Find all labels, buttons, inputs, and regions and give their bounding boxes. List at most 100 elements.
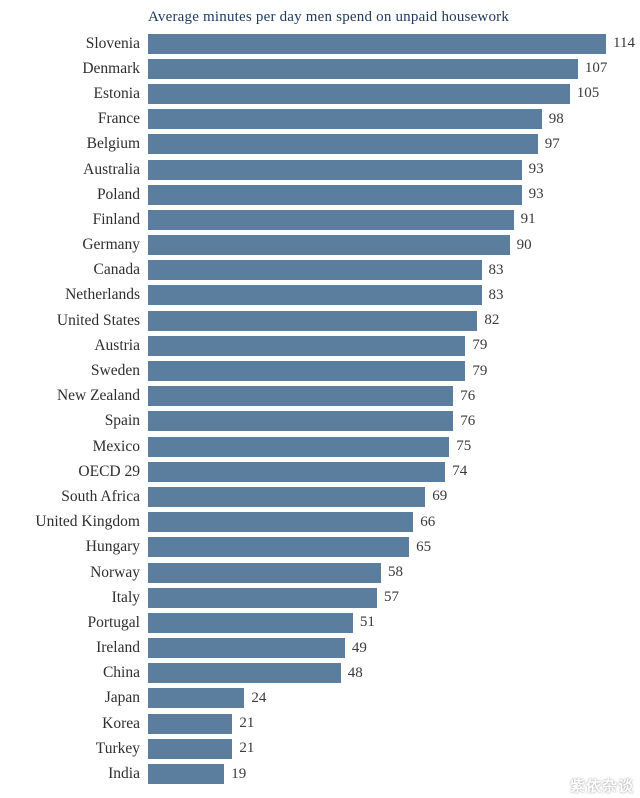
value-label: 76 (460, 387, 476, 404)
value-label: 93 (528, 161, 544, 178)
category-label: Norway (90, 563, 140, 581)
bar-row: Spain 76 (0, 409, 640, 434)
category-label: Netherlands (65, 286, 140, 304)
bar (148, 260, 482, 281)
bar (148, 184, 522, 205)
category-label: Australia (83, 160, 140, 178)
bar (148, 587, 377, 608)
category-label: France (97, 110, 140, 128)
value-label: 97 (544, 135, 560, 152)
category-label: China (102, 664, 140, 682)
bar (148, 285, 482, 306)
value-label: 75 (456, 438, 472, 455)
bar (148, 83, 570, 104)
bar (148, 512, 414, 533)
category-label: Estonia (93, 84, 141, 102)
bar (148, 537, 410, 558)
bar (148, 688, 245, 709)
category-label: United Kingdom (35, 513, 140, 531)
category-label: Korea (102, 714, 140, 732)
bar-row: Denmark 107 (0, 56, 640, 81)
bar-row: China 48 (0, 661, 640, 686)
value-label: 49 (351, 639, 367, 656)
bar (148, 764, 225, 785)
bar-row: France 98 (0, 107, 640, 132)
category-label: Canada (93, 261, 140, 279)
category-label: Mexico (92, 437, 140, 455)
bar (148, 461, 446, 482)
category-label: Turkey (95, 739, 140, 757)
bar (148, 663, 341, 684)
category-label: Portugal (87, 613, 140, 631)
bar-row: Poland 93 (0, 182, 640, 207)
category-label: Austria (94, 336, 140, 354)
bar-row: Estonia 105 (0, 81, 640, 106)
bar (148, 738, 233, 759)
category-label: Italy (111, 588, 140, 606)
category-label: Sweden (90, 362, 140, 380)
category-label: South Africa (61, 487, 140, 505)
value-label: 66 (420, 513, 436, 530)
value-label: 57 (384, 589, 399, 606)
bar-row: United States 82 (0, 308, 640, 333)
value-label: 91 (520, 211, 536, 228)
bar (148, 436, 450, 457)
bar-row: Belgium 97 (0, 132, 640, 157)
category-label: Finland (92, 210, 140, 228)
bar-row: South Africa 69 (0, 484, 640, 509)
category-label: Poland (96, 185, 140, 203)
bar (148, 612, 353, 633)
chart-title: Average minutes per day men spend on unp… (148, 9, 510, 25)
bar (148, 386, 454, 407)
bar-row: Austria 79 (0, 333, 640, 358)
value-label: 51 (359, 614, 375, 631)
category-label: Denmark (82, 59, 140, 77)
bar-row: Ireland 49 (0, 636, 640, 661)
bar-row: Slovenia 114 (0, 31, 640, 56)
bar-row: Hungary 65 (0, 535, 640, 560)
value-label: 48 (347, 664, 363, 681)
bar-row: OECD 29 74 (0, 459, 640, 484)
value-label: 65 (416, 538, 432, 555)
value-label: 107 (584, 60, 608, 77)
category-label: India (108, 765, 140, 783)
category-label: Ireland (96, 639, 140, 657)
category-label: OECD 29 (78, 462, 140, 480)
value-label: 82 (484, 312, 500, 329)
bar (148, 209, 514, 230)
value-label: 24 (251, 689, 267, 706)
value-label: 83 (488, 286, 504, 303)
value-label: 21 (239, 740, 255, 757)
value-label: 58 (388, 564, 403, 581)
chart-rows: Slovenia 114 Denmark 107 Estonia 105 France 98 B… (0, 31, 640, 787)
watermark: 紫依杂谈 (569, 779, 634, 795)
bar-row: Portugal 51 (0, 610, 640, 635)
bar-row: Japan 24 (0, 686, 640, 711)
bar-row: Sweden 79 (0, 358, 640, 383)
bar-row: Germany 90 (0, 233, 640, 258)
bar-row: Finland 91 (0, 207, 640, 232)
value-label: 114 (613, 35, 635, 52)
value-label: 19 (231, 765, 247, 782)
bar (148, 638, 345, 659)
value-label: 90 (516, 236, 532, 253)
bar (148, 713, 233, 734)
bar (148, 411, 454, 432)
category-label: United States (56, 311, 140, 329)
bar-row: Turkey 21 (0, 736, 640, 761)
value-label: 98 (548, 110, 564, 127)
bar-row: Australia 93 (0, 157, 640, 182)
bar-row: Netherlands 83 (0, 283, 640, 308)
bar (148, 235, 510, 256)
category-label: Germany (82, 236, 140, 254)
bar-row: Canada 83 (0, 258, 640, 283)
bar-row: United Kingdom 66 (0, 510, 640, 535)
bar (148, 33, 606, 54)
category-label: Japan (104, 689, 140, 707)
bar (148, 58, 578, 79)
bar-row: India 19 (0, 761, 640, 786)
bar (148, 562, 381, 583)
category-label: Belgium (86, 135, 140, 153)
value-label: 93 (528, 186, 544, 203)
